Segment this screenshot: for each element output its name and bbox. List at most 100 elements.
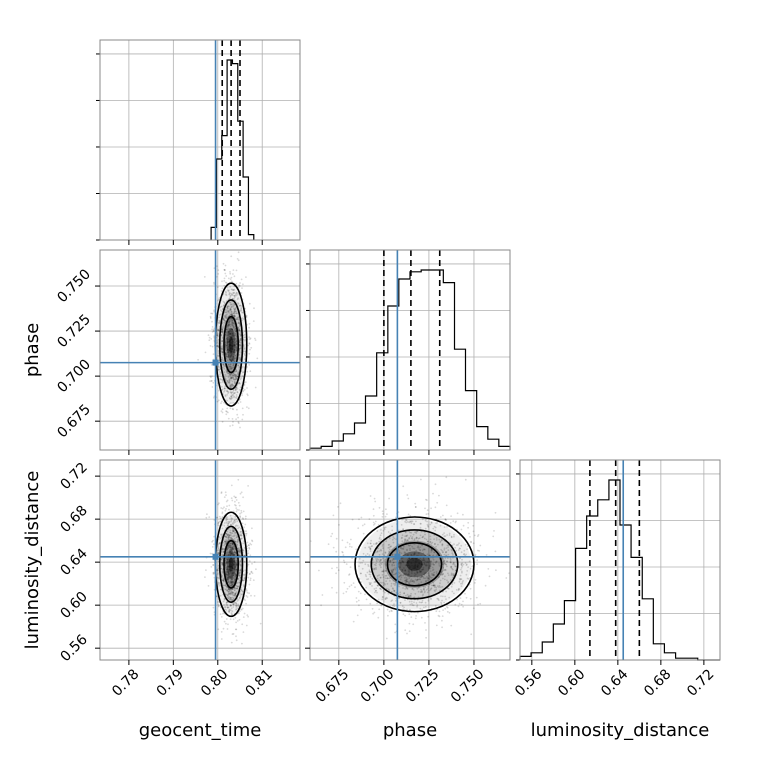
sample-point — [228, 345, 231, 347]
sample-point — [216, 601, 219, 603]
sample-point — [238, 509, 240, 511]
sample-point — [468, 532, 470, 535]
sample-point — [348, 585, 351, 588]
sample-point — [218, 319, 221, 322]
sample-point — [224, 387, 226, 390]
sample-point — [238, 573, 240, 576]
sample-point — [494, 550, 497, 553]
sample-point — [231, 328, 234, 331]
sample-point — [231, 324, 234, 327]
sample-point — [217, 522, 220, 524]
sample-point — [228, 397, 231, 399]
sample-point — [381, 515, 384, 518]
sample-point — [408, 630, 411, 633]
sample-point — [219, 613, 222, 616]
sample-point — [230, 395, 233, 397]
sample-point — [243, 561, 246, 563]
sample-point — [229, 351, 232, 354]
sample-point — [223, 387, 226, 390]
sample-point — [231, 377, 234, 379]
sample-point — [228, 349, 231, 352]
y-tick-label: 0.725 — [54, 311, 94, 351]
sample-point — [444, 607, 447, 610]
sample-point — [228, 365, 231, 368]
sample-point — [213, 281, 215, 284]
sample-point — [229, 344, 232, 346]
sample-point — [235, 336, 238, 339]
sample-point — [241, 407, 244, 410]
sample-point — [343, 581, 346, 584]
sample-point — [225, 328, 228, 330]
sample-point — [380, 604, 383, 607]
sample-point — [466, 545, 469, 548]
sample-point — [445, 476, 448, 479]
sample-point — [218, 542, 221, 545]
sample-point — [235, 370, 237, 373]
sample-point — [239, 512, 242, 515]
sample-point — [249, 370, 252, 373]
sample-point — [233, 560, 236, 562]
sample-point — [230, 367, 233, 370]
sample-point — [234, 357, 236, 360]
sample-point — [218, 542, 221, 544]
sample-point — [226, 353, 228, 356]
sample-point — [237, 322, 240, 324]
sample-point — [234, 391, 236, 394]
sample-point — [234, 373, 237, 376]
sample-point — [234, 564, 237, 567]
sample-point — [239, 347, 242, 350]
sample-point — [222, 554, 225, 557]
sample-point — [243, 333, 246, 336]
sample-point — [230, 592, 232, 595]
sample-point — [225, 603, 228, 606]
sample-point — [234, 334, 237, 337]
sample-point — [236, 258, 239, 260]
sample-point — [229, 384, 232, 387]
sample-point — [462, 513, 464, 516]
sample-point — [231, 311, 233, 313]
sample-point — [217, 299, 219, 302]
sample-point — [226, 578, 229, 581]
sample-point — [231, 346, 234, 348]
sample-point — [229, 376, 232, 379]
sample-point — [234, 575, 237, 577]
sample-point — [235, 510, 238, 513]
sample-point — [232, 356, 235, 358]
sample-point — [338, 524, 340, 526]
sample-point — [227, 310, 230, 312]
histogram-phase — [306, 250, 511, 451]
x-tick-label: 0.80 — [198, 666, 231, 699]
sample-point — [241, 517, 244, 520]
sample-point — [441, 626, 443, 629]
sample-point — [216, 400, 219, 403]
sample-point — [241, 287, 243, 289]
sample-point — [249, 554, 252, 557]
sample-point — [223, 284, 226, 287]
sample-point — [230, 574, 233, 577]
sample-point — [234, 354, 237, 357]
sample-point — [230, 396, 233, 399]
sample-point — [432, 492, 434, 495]
sample-point — [244, 523, 247, 526]
sample-point — [240, 491, 243, 494]
sample-point — [243, 336, 246, 339]
sample-point — [230, 548, 233, 550]
sample-point — [237, 302, 239, 304]
sample-point — [237, 578, 240, 580]
sample-point — [230, 552, 233, 555]
sample-point — [464, 592, 466, 595]
sample-point — [234, 294, 237, 297]
sample-point — [242, 311, 244, 314]
sample-point — [434, 506, 437, 509]
sample-point — [213, 283, 216, 285]
sample-point — [224, 290, 227, 293]
sample-point — [233, 395, 236, 398]
sample-point — [228, 573, 230, 576]
sample-point — [230, 542, 232, 545]
sample-point — [232, 561, 235, 564]
sample-point — [232, 547, 234, 550]
sample-point — [234, 332, 236, 335]
sample-point — [217, 344, 219, 347]
sample-point — [238, 572, 241, 575]
sample-point — [352, 582, 355, 584]
